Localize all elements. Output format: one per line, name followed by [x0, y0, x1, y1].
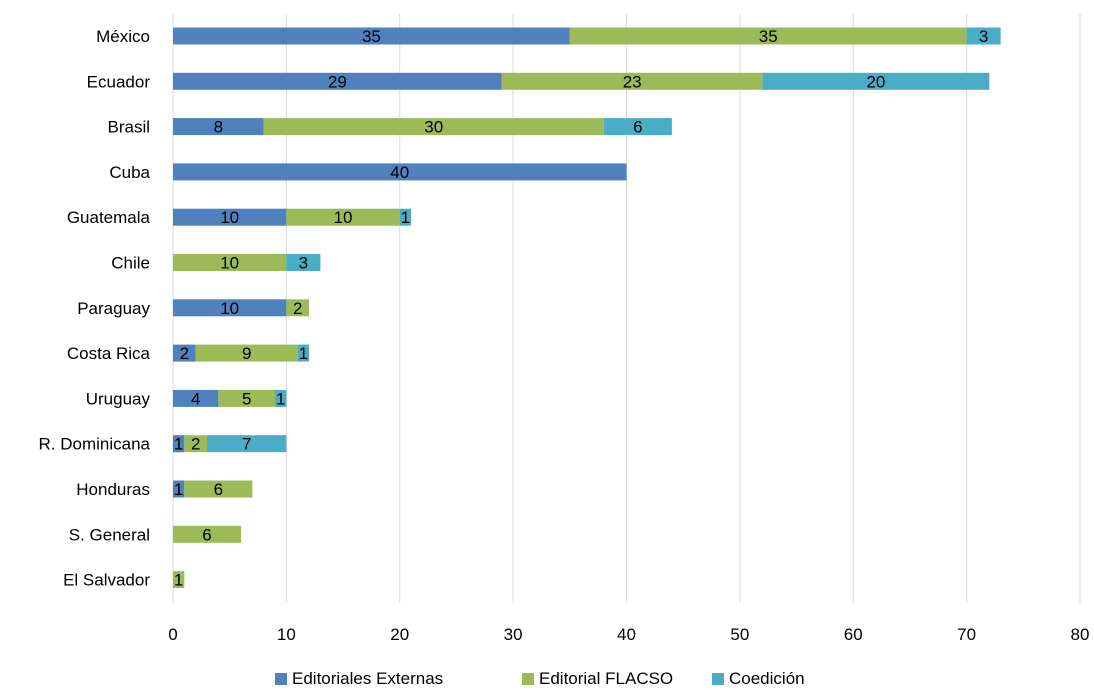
- bar-editorial-flacso-costa-rica: [195, 344, 298, 362]
- bar-editorial-flacso-ecuador: [501, 72, 763, 90]
- x-tick-label: 0: [168, 625, 177, 644]
- bar-coedicion-ecuador: [762, 72, 990, 90]
- data-label: 1: [174, 571, 183, 590]
- x-tick-label: 20: [390, 625, 409, 644]
- data-label: 5: [242, 389, 251, 408]
- data-label: 35: [759, 27, 778, 46]
- x-tick-label: 10: [277, 625, 296, 644]
- legend-label-editoriales-externas: Editoriales Externas: [292, 669, 443, 688]
- data-label: 29: [328, 72, 347, 91]
- legend-swatch-editorial-flacso: [522, 673, 534, 685]
- data-label: 4: [191, 389, 200, 408]
- bar-editoriales-externas-cuba: [173, 163, 627, 181]
- x-tick-label: 50: [730, 625, 749, 644]
- bar-coedicion-uruguay: [275, 389, 287, 407]
- legend: Editoriales Externas Editorial FLACSO Coed…: [275, 669, 805, 688]
- data-label: 30: [424, 118, 443, 137]
- gridlines: [172, 14, 1081, 603]
- data-label: 23: [623, 72, 642, 91]
- bar-coedicion-chile: [286, 254, 321, 271]
- bar-editoriales-externas-guatemala: [173, 208, 287, 226]
- bar-editorial-flacso-honduras: [184, 480, 253, 498]
- data-label: 3: [299, 254, 308, 273]
- category-labels: México Ecuador Brasil Cuba Guatemala Chile Par…: [39, 27, 151, 590]
- data-label: 20: [866, 72, 885, 91]
- bar-coedicion-brasil: [603, 118, 672, 136]
- data-label: 1: [174, 435, 183, 454]
- data-label: 2: [180, 344, 189, 363]
- data-label: 10: [220, 254, 239, 273]
- bar-editoriales-externas-r-dominicana: [173, 435, 185, 453]
- category-label-s-general: S. General: [69, 525, 150, 544]
- bar-editoriales-externas-costa-rica: [173, 344, 196, 362]
- bar-coedicion-costa-rica: [297, 344, 310, 362]
- bar-editorial-flacso-guatemala: [286, 208, 400, 226]
- bar-editoriales-externas-honduras: [173, 480, 185, 498]
- category-label-brasil: Brasil: [107, 118, 150, 137]
- x-tick-label: 60: [844, 625, 863, 644]
- data-label: 6: [214, 480, 223, 499]
- bar-coedicion-r-dominicana: [207, 435, 287, 453]
- data-label: 10: [220, 208, 239, 227]
- bar-editorial-flacso-r-dominicana: [184, 435, 208, 453]
- legend-swatch-coedicion: [712, 673, 724, 685]
- bar-editoriales-externas-paraguay: [173, 299, 287, 317]
- category-label-ecuador: Ecuador: [87, 72, 151, 91]
- category-label-paraguay: Paraguay: [77, 299, 150, 318]
- category-label-chile: Chile: [111, 254, 150, 273]
- data-label: 2: [191, 435, 200, 454]
- data-label: 6: [633, 118, 642, 137]
- bar-editorial-flacso-s-general: [173, 525, 242, 543]
- data-label: 10: [220, 299, 239, 318]
- data-label: 40: [390, 163, 409, 182]
- x-axis-ticks: 0 10 20 30 40 50 60 70 80: [168, 625, 1089, 644]
- data-label: 6: [202, 525, 211, 544]
- data-label: 9: [242, 344, 251, 363]
- data-label: 35: [362, 27, 381, 46]
- data-label: 10: [334, 208, 353, 227]
- data-label: 8: [214, 118, 223, 137]
- category-label-r-dominicana: R. Dominicana: [39, 435, 151, 454]
- data-label: 1: [401, 208, 410, 227]
- bar-editoriales-externas-mexico: [173, 27, 570, 45]
- data-label: 2: [293, 299, 302, 318]
- category-label-guatemala: Guatemala: [67, 208, 151, 227]
- x-tick-label: 70: [957, 625, 976, 644]
- bar-coedicion-mexico: [966, 27, 1001, 45]
- x-tick-label: 80: [1071, 625, 1090, 644]
- category-label-mexico: México: [96, 27, 150, 46]
- data-label: 1: [174, 480, 183, 499]
- category-label-cuba: Cuba: [109, 163, 150, 182]
- x-tick-label: 40: [617, 625, 636, 644]
- data-label: 1: [299, 344, 308, 363]
- legend-label-coedicion: Coedición: [729, 669, 805, 688]
- bar-editorial-flacso-brasil: [263, 118, 604, 136]
- category-label-el-salvador: El Salvador: [63, 571, 150, 590]
- bar-editoriales-externas-brasil: [173, 118, 264, 136]
- legend-swatch-editoriales-externas: [275, 673, 287, 685]
- bar-editorial-flacso-chile: [173, 254, 287, 271]
- x-tick-label: 30: [504, 625, 523, 644]
- data-label: 7: [242, 435, 251, 454]
- category-label-costa-rica: Costa Rica: [67, 344, 151, 363]
- legend-label-editorial-flacso: Editorial FLACSO: [539, 669, 673, 688]
- bar-editorial-flacso-uruguay: [218, 389, 276, 407]
- bar-coedicion-guatemala: [399, 208, 412, 226]
- bar-editorial-flacso-el-salvador: [173, 571, 185, 589]
- category-label-honduras: Honduras: [76, 480, 150, 499]
- data-label: 3: [979, 27, 988, 46]
- bar-editorial-flacso-paraguay: [286, 299, 310, 317]
- category-label-uruguay: Uruguay: [86, 389, 151, 408]
- bar-editorial-flacso-mexico: [569, 27, 967, 45]
- bar-editoriales-externas-uruguay: [173, 389, 219, 407]
- data-label: 1: [276, 389, 285, 408]
- bar-editoriales-externas-ecuador: [173, 72, 502, 90]
